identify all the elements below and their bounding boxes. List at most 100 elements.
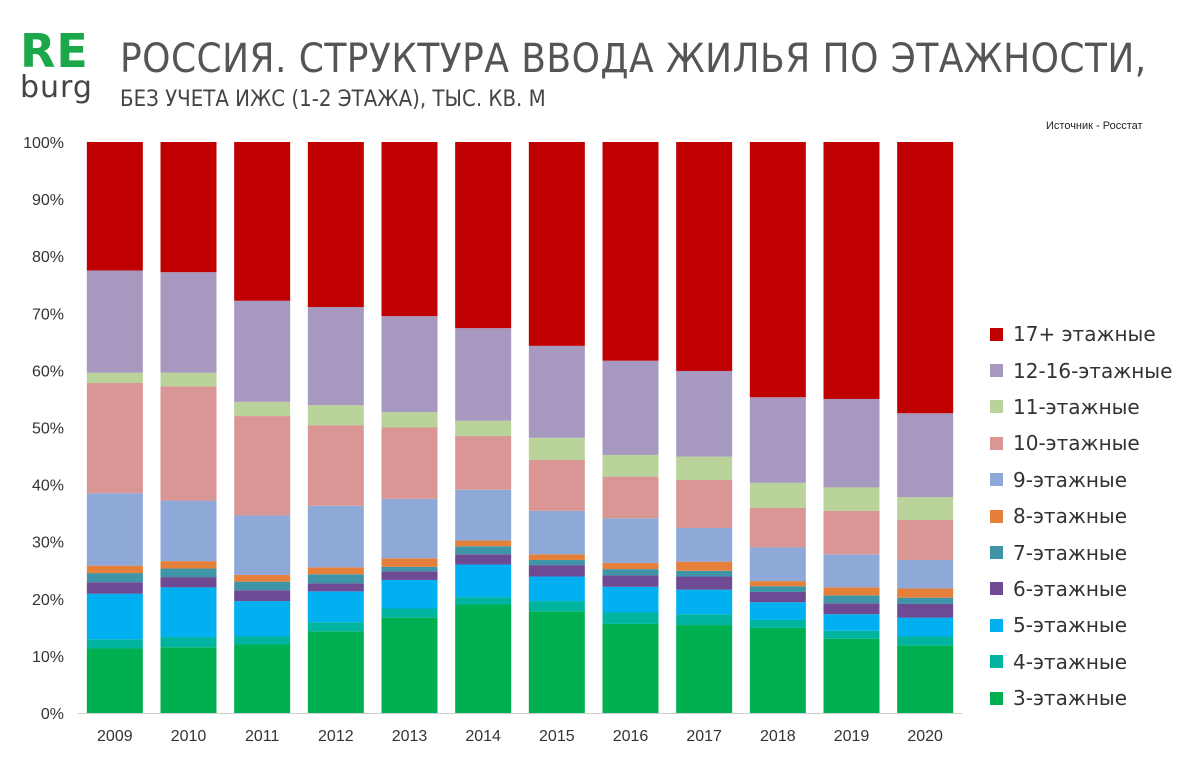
y-tick-label: 30% xyxy=(32,535,64,552)
bar-segment-2017-6 xyxy=(676,561,733,571)
bar-segment-2014-11 xyxy=(455,142,512,329)
legend-swatch xyxy=(990,509,1003,523)
logo-burg-text: burg xyxy=(20,70,93,105)
bar-segment-2010-6 xyxy=(160,561,217,569)
bar-segment-2020-6 xyxy=(897,588,954,598)
bar-segment-2011-4 xyxy=(234,590,291,602)
y-tick-label: 100% xyxy=(23,135,64,152)
bar-segment-2015-5 xyxy=(528,559,585,566)
legend-label: 7-этажные xyxy=(1013,540,1128,565)
bar-segment-2014-7 xyxy=(455,489,512,541)
bar-segment-2010-1 xyxy=(160,647,217,713)
bar-segment-2014-4 xyxy=(455,554,512,565)
bar-segment-2009-2 xyxy=(86,639,143,649)
bar-segment-2015-3 xyxy=(528,576,585,602)
bar-segment-2020-3 xyxy=(897,617,954,637)
bar-segment-2012-1 xyxy=(307,631,364,713)
bar-segment-2017-8 xyxy=(676,480,733,528)
x-tick-label: 2020 xyxy=(907,728,943,745)
x-tick-label: 2010 xyxy=(171,728,207,745)
bar-segment-2016-11 xyxy=(602,142,659,361)
stacked-bar-chart: 0% 10% 20% 30% 40% 50% 60% 70% 80% 90% 100% 2009 201… xyxy=(23,135,962,745)
bar-segment-2020-11 xyxy=(897,142,954,414)
bar-segment-2018-9 xyxy=(749,482,806,509)
bar-segment-2016-5 xyxy=(602,569,659,576)
bar-segment-2016-3 xyxy=(602,586,659,613)
x-tick-label: 2015 xyxy=(539,728,575,745)
bar-segment-2011-10 xyxy=(234,300,291,402)
bar-segment-2014-3 xyxy=(455,564,512,598)
bar-segment-2012-3 xyxy=(307,591,364,623)
bar-segment-2009-5 xyxy=(86,573,143,583)
bar-segment-2015-8 xyxy=(528,460,585,511)
reburg-logo: RE burg xyxy=(20,28,102,105)
bar-segment-2017-1 xyxy=(676,625,733,713)
legend-swatch xyxy=(990,473,1003,487)
bar-segment-2010-10 xyxy=(160,272,217,373)
chart-legend: 17+ этажные 12-16-этажные 11-этажные 10-эта… xyxy=(990,316,1195,716)
bar-segment-2014-10 xyxy=(455,328,512,421)
bar-segment-2015-2 xyxy=(528,601,585,612)
bar-segment-2012-10 xyxy=(307,307,364,406)
source-note: Источник - Росстат xyxy=(1046,120,1143,132)
x-tick-label: 2014 xyxy=(465,728,501,745)
legend-swatch xyxy=(990,400,1003,414)
bar-segment-2010-3 xyxy=(160,587,217,638)
legend-swatch xyxy=(990,618,1003,632)
bar-segment-2019-10 xyxy=(823,398,880,488)
bar-segment-2009-7 xyxy=(86,493,143,566)
legend-swatch xyxy=(990,436,1003,450)
bar-segment-2014-8 xyxy=(455,436,512,490)
y-tick-label: 10% xyxy=(32,649,64,666)
legend-label: 9-этажные xyxy=(1013,467,1128,492)
bar-segment-2020-2 xyxy=(897,636,954,646)
legend-item: 3-этажные xyxy=(990,680,1195,716)
bar-segment-2010-4 xyxy=(160,577,217,588)
bar-segment-2018-10 xyxy=(749,397,806,483)
bar-segment-2019-5 xyxy=(823,595,880,604)
bar-segment-2010-7 xyxy=(160,500,217,562)
bar-segment-2016-7 xyxy=(602,518,659,563)
bar-segment-2020-9 xyxy=(897,497,954,521)
bar-segment-2020-8 xyxy=(897,520,954,560)
bar-segment-2018-5 xyxy=(749,586,806,592)
bar-segment-2015-7 xyxy=(528,510,585,555)
bar-segment-2020-10 xyxy=(897,413,954,498)
bar-segment-2017-3 xyxy=(676,589,733,615)
bar-segment-2018-6 xyxy=(749,581,806,587)
bar-segment-2011-2 xyxy=(234,636,291,645)
bar-segment-2018-8 xyxy=(749,508,806,548)
bar-segment-2009-8 xyxy=(86,382,143,494)
bar-segment-2013-6 xyxy=(381,558,438,567)
bar-segment-2009-10 xyxy=(86,270,143,373)
bar-segment-2011-1 xyxy=(234,644,291,713)
bar-segment-2012-11 xyxy=(307,142,364,308)
legend-item: 5-этажные xyxy=(990,607,1195,643)
bar-segment-2011-3 xyxy=(234,601,291,637)
legend-swatch xyxy=(990,364,1003,378)
legend-item: 4-этажные xyxy=(990,644,1195,680)
x-tick-label: 2017 xyxy=(686,728,722,745)
bar-segment-2016-9 xyxy=(602,454,659,477)
bar-segment-2018-11 xyxy=(749,142,806,398)
bar-segment-2019-4 xyxy=(823,603,880,615)
bar-segment-2013-10 xyxy=(381,316,438,413)
y-tick-label: 70% xyxy=(32,306,64,323)
bar-segment-2015-10 xyxy=(528,345,585,438)
bar-segment-2014-1 xyxy=(455,604,512,713)
x-tick-label: 2013 xyxy=(392,728,428,745)
bar-segment-2019-3 xyxy=(823,614,880,631)
bar-segment-2019-7 xyxy=(823,554,880,588)
y-tick-label: 20% xyxy=(32,592,64,609)
bar-segment-2009-3 xyxy=(86,593,143,640)
bar-segment-2019-8 xyxy=(823,510,880,555)
bar-segment-2016-2 xyxy=(602,612,659,624)
bar-segment-2013-9 xyxy=(381,412,438,428)
bar-segment-2020-5 xyxy=(897,597,954,604)
legend-item: 7-этажные xyxy=(990,534,1195,570)
bar-segment-2015-4 xyxy=(528,565,585,577)
bar-segment-2016-10 xyxy=(602,360,659,455)
bar-segment-2014-6 xyxy=(455,540,512,547)
bar-segment-2018-3 xyxy=(749,602,806,620)
legend-item: 11-этажные xyxy=(990,389,1195,425)
